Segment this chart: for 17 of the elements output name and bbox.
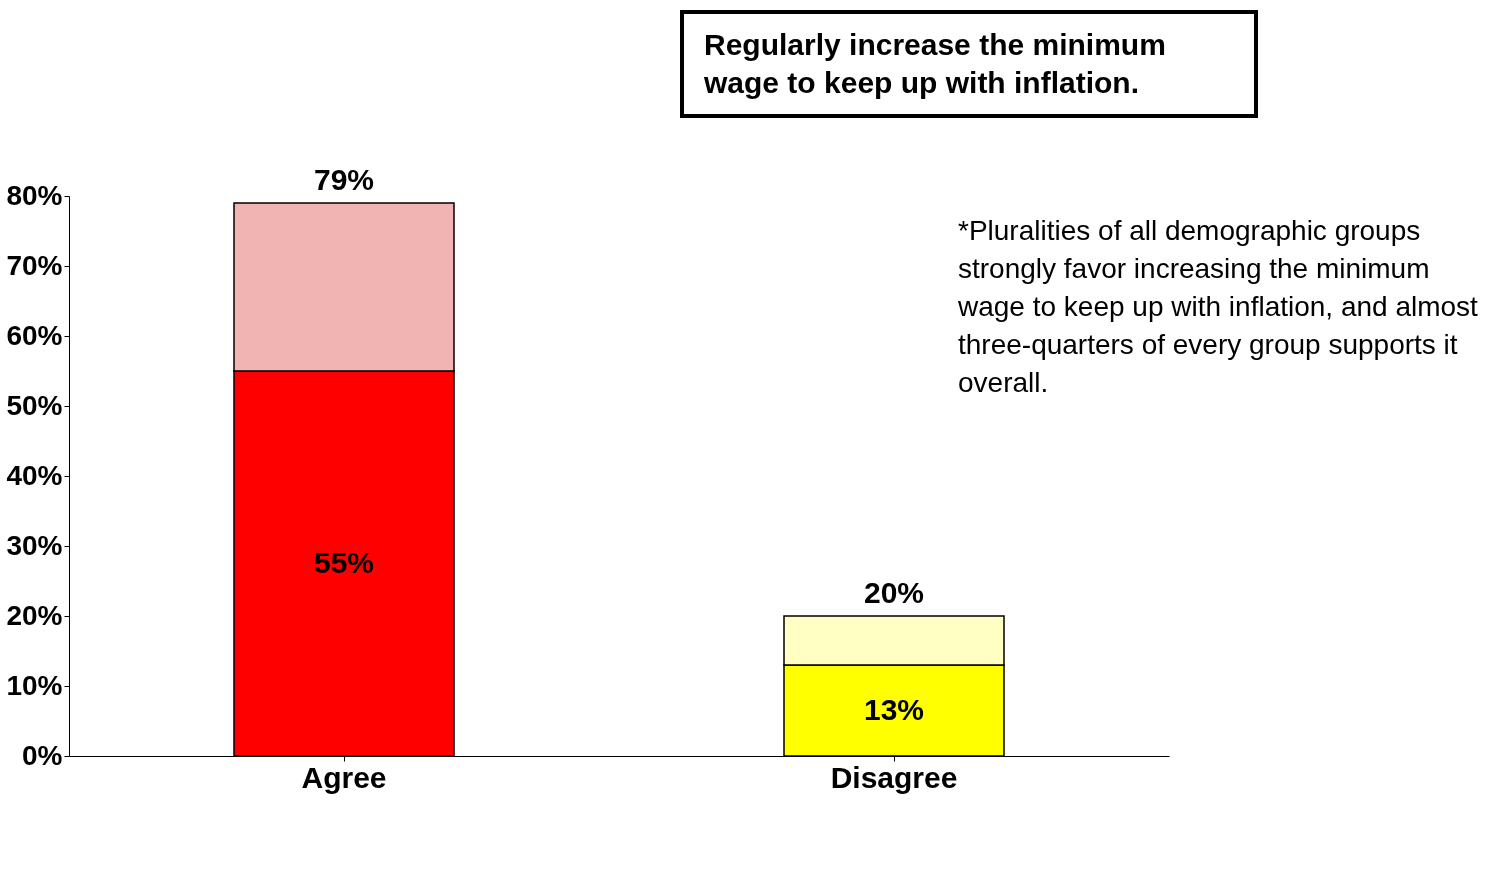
y-tick-label: 60% bbox=[6, 319, 63, 351]
total-label: 20% bbox=[863, 576, 925, 609]
y-tick-label: 70% bbox=[6, 249, 63, 281]
total-label: 79% bbox=[313, 163, 375, 196]
chart-title: Regularly increase the minimum wage to keep up with inflation. bbox=[680, 10, 1258, 118]
annotation: *Pluralities of all demographic groups strongly favor increasing the minimum wage to keep up with inflation, and almost three-quarters of every group supports it overall. bbox=[958, 214, 1479, 400]
data-label: 13% bbox=[863, 692, 925, 726]
y-tick-label: 80% bbox=[6, 179, 63, 211]
x-tick-label: Agree bbox=[301, 760, 387, 794]
x-tick-label: Disagree bbox=[830, 760, 958, 794]
y-tick-label: 0% bbox=[22, 739, 63, 771]
y-tick-label: 20% bbox=[6, 599, 63, 631]
data-label: 55% bbox=[313, 545, 375, 579]
y-tick-label: 10% bbox=[6, 669, 63, 701]
y-tick-label: 50% bbox=[6, 389, 63, 421]
y-tick-label: 40% bbox=[6, 459, 63, 491]
y-tick-label: 30% bbox=[6, 529, 63, 561]
